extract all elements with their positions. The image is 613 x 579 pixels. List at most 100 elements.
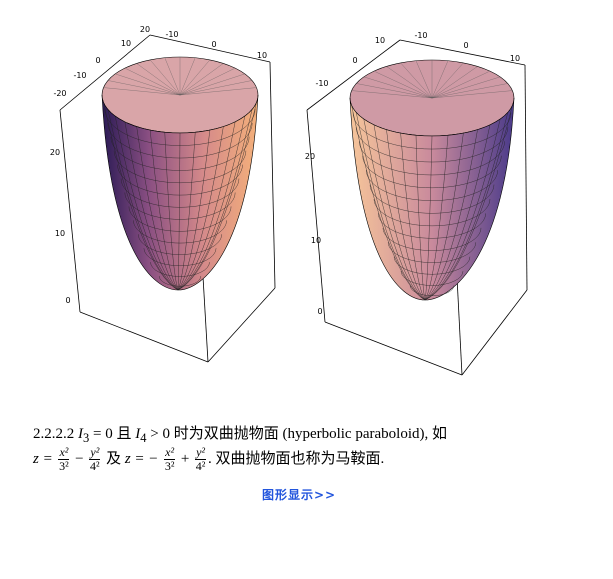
subscript: 4 xyxy=(140,431,147,445)
mesh-line xyxy=(424,105,513,301)
mesh-line xyxy=(149,130,179,291)
mesh-line xyxy=(179,73,245,96)
denominator: 4² xyxy=(90,459,100,473)
mesh-line xyxy=(136,126,179,291)
mesh-line xyxy=(103,102,179,291)
fraction: y² 4² xyxy=(89,446,101,473)
mesh-line xyxy=(386,129,426,301)
text: 且 xyxy=(116,426,132,442)
denominator: 3² xyxy=(164,459,175,473)
mesh-line xyxy=(415,60,433,99)
text: 时为双曲抛物面 (hyperbolic paraboloid), 如 xyxy=(173,426,447,442)
tick-label: 0 xyxy=(211,40,216,49)
show-figure-link[interactable]: 图形显示>> xyxy=(262,488,337,502)
mesh-line xyxy=(150,59,181,96)
paragraph-line-1: 2.2.2.2 I3 = 0 且 I4 > 0 时为双曲抛物面 (hyperbo… xyxy=(33,422,447,446)
mesh-line xyxy=(164,57,181,96)
bowl-surface xyxy=(101,94,259,291)
text: = 0 xyxy=(93,426,113,442)
mesh-line xyxy=(177,109,253,291)
tick-label: -20 xyxy=(53,89,66,98)
text: + xyxy=(180,450,190,467)
fraction: x² 3² xyxy=(164,446,176,473)
mesh-line xyxy=(164,132,179,291)
mesh-line xyxy=(378,213,486,239)
mesh-line xyxy=(177,116,246,291)
mesh-line xyxy=(415,135,426,301)
denominator: 4² xyxy=(195,459,206,473)
mesh-line xyxy=(400,271,464,286)
mesh-line xyxy=(177,132,196,291)
tick-label: 0 xyxy=(65,296,70,305)
paraboloid-left xyxy=(101,56,259,291)
mesh-line xyxy=(351,105,426,301)
mesh-line xyxy=(107,80,181,96)
mesh-line xyxy=(177,126,224,291)
fraction: y² 4² xyxy=(195,445,207,473)
mesh-line xyxy=(373,124,426,301)
mesh-line xyxy=(431,60,449,99)
mesh-line xyxy=(136,63,181,96)
tick-label: -10 xyxy=(73,71,86,80)
fraction: x² 3² xyxy=(58,446,70,473)
tick-label: 20 xyxy=(140,25,150,34)
mesh-line xyxy=(431,66,478,99)
mesh-line xyxy=(103,87,181,96)
mesh-line xyxy=(424,133,464,301)
tick-label: 10 xyxy=(121,39,131,48)
paragraph-line-2: z = x² 3² − y² 4² 及 z = − x² 3² + y² 4². 双曲抛… xyxy=(33,446,384,473)
mesh-line xyxy=(431,76,501,99)
mesh-line xyxy=(179,63,224,96)
symbol: I xyxy=(78,426,83,442)
mesh-line xyxy=(179,59,210,96)
mesh-line xyxy=(179,67,236,96)
mesh-line xyxy=(177,102,257,291)
mesh-line xyxy=(387,242,477,263)
mesh-line xyxy=(124,121,179,291)
text: − xyxy=(75,450,84,467)
mesh-line xyxy=(143,248,217,266)
numerator: y² xyxy=(195,445,207,460)
denominator: 3² xyxy=(59,459,69,473)
mesh-line xyxy=(107,109,179,291)
text: . 双曲抛物面也称为马鞍面. xyxy=(208,450,385,467)
mesh-line xyxy=(179,87,257,96)
mesh-line xyxy=(386,66,433,99)
mesh-line xyxy=(124,67,181,96)
text: z = − xyxy=(124,450,159,467)
paraboloid-right xyxy=(349,59,515,301)
mesh-line xyxy=(424,124,491,301)
tick-label: 0 xyxy=(463,41,468,50)
mesh-line xyxy=(356,112,426,301)
tick-label: 20 xyxy=(50,148,60,157)
mesh-line xyxy=(400,62,433,99)
mesh-line xyxy=(177,130,211,291)
mesh-line xyxy=(363,119,426,301)
mesh-line xyxy=(431,62,464,99)
mesh-line xyxy=(431,70,491,99)
mesh-line xyxy=(158,276,202,287)
tick-label: -10 xyxy=(165,30,178,39)
tick-labels: 20 10 0 -10 -20 -10 0 10 20 10 0 10 0 -10 -10 0 10 20 10 0 xyxy=(50,25,520,316)
mesh-line xyxy=(179,57,196,96)
figures: 20 10 0 -10 -20 -10 0 10 20 10 0 10 0 -10 -10 0 10 20 10 0 xyxy=(50,25,528,376)
mesh-line xyxy=(431,83,508,99)
tick-label: -10 xyxy=(315,79,328,88)
tick-label: -10 xyxy=(414,31,427,40)
mesh-line xyxy=(128,206,232,232)
tick-label: 10 xyxy=(257,51,267,60)
mesh-line xyxy=(114,116,179,291)
section-number: 2.2.2.2 xyxy=(33,426,75,442)
mesh-line xyxy=(424,135,449,301)
mesh-line xyxy=(424,135,433,301)
tick-label: 0 xyxy=(317,307,322,316)
symbol: I xyxy=(135,426,141,442)
mesh-line xyxy=(351,90,433,99)
mesh-line xyxy=(133,220,227,244)
mesh-line xyxy=(424,119,501,301)
tick-label: 10 xyxy=(55,229,65,238)
mesh-line xyxy=(400,133,426,301)
tick-label: 10 xyxy=(510,54,520,63)
mesh-line xyxy=(177,121,236,291)
